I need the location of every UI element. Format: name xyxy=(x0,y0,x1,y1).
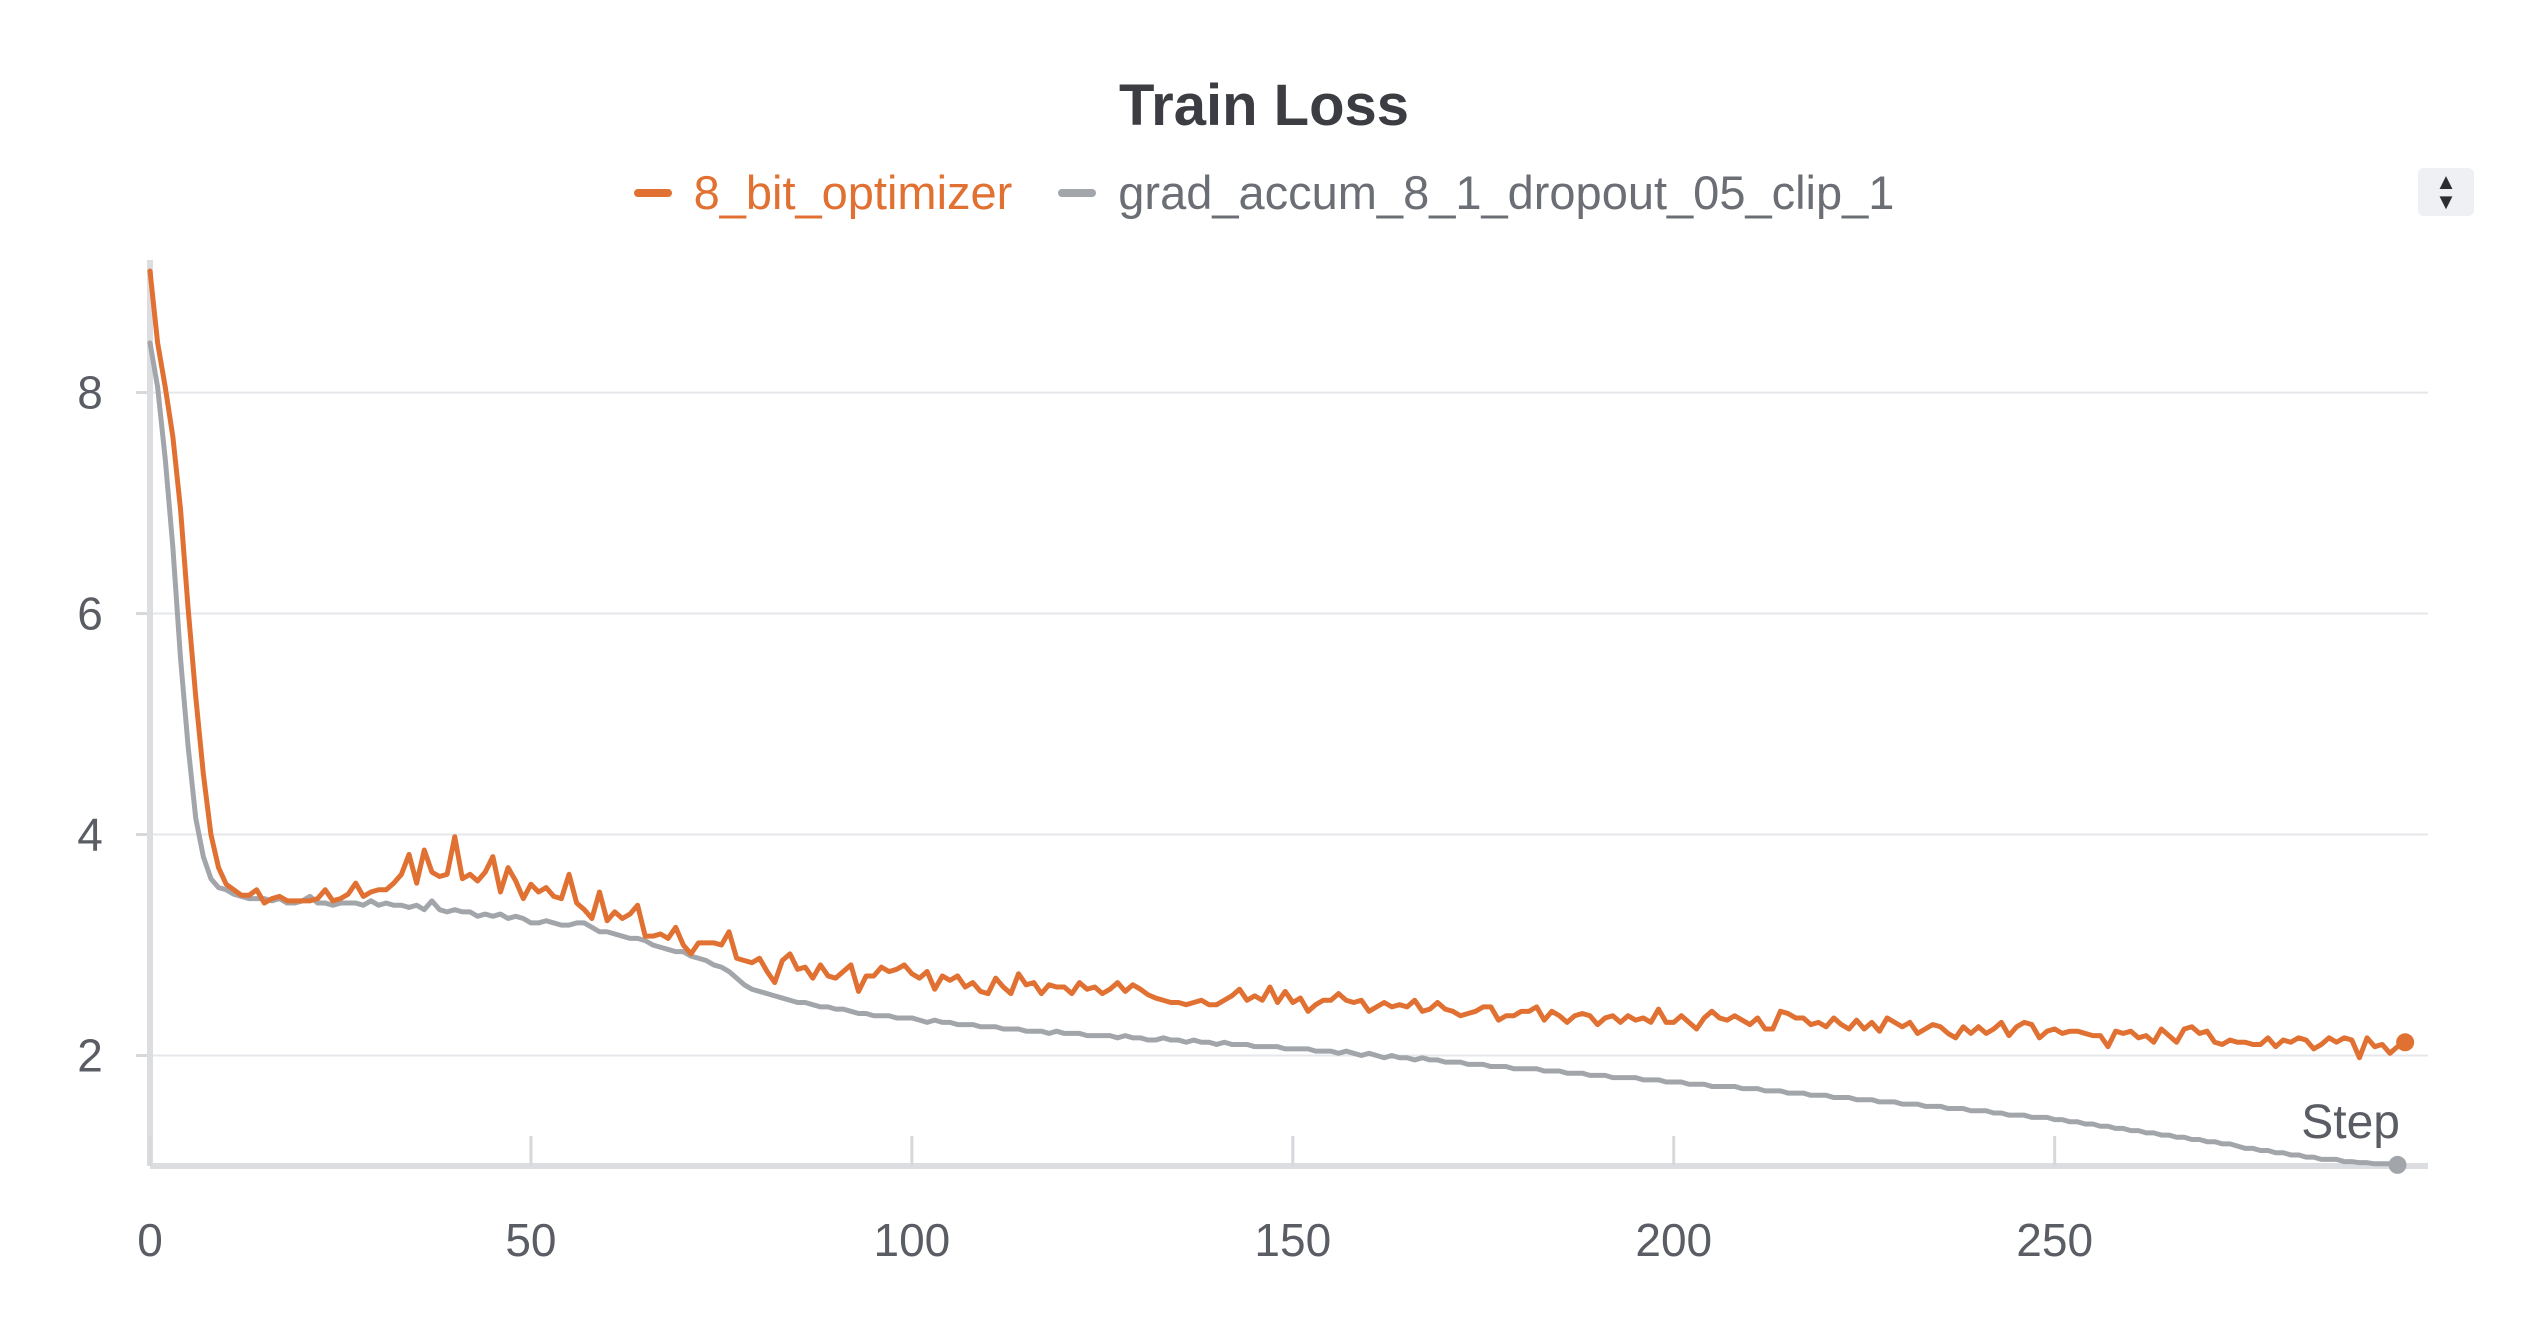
legend-label-8-bit-optimizer: 8_bit_optimizer xyxy=(693,166,1013,219)
x-tick-label-250: 250 xyxy=(2016,1214,2093,1266)
scroll-up-icon[interactable]: ▲ xyxy=(2435,169,2457,194)
series-endpoint-8-bit-optimizer[interactable] xyxy=(2396,1033,2415,1052)
scroll-down-icon[interactable]: ▼ xyxy=(2435,189,2457,214)
x-tick-label-200: 200 xyxy=(1635,1214,1712,1266)
legend-item-8-bit-optimizer[interactable]: 8_bit_optimizer xyxy=(633,165,1013,220)
legend-scroll-control[interactable]: ▲ ▼ xyxy=(2418,168,2474,216)
chart-title: Train Loss xyxy=(1118,73,1410,138)
y-tick-label-6: 6 xyxy=(77,588,103,640)
y-tick-label-4: 4 xyxy=(77,809,103,861)
series-endpoint-grad-accum[interactable] xyxy=(2388,1155,2407,1174)
x-tick-label-100: 100 xyxy=(873,1214,950,1266)
legend: 8_bit_optimizer grad_accum_8_1_dropout_0… xyxy=(0,165,2528,220)
series-line-grad-accum[interactable] xyxy=(147,340,2401,1168)
x-tick-label-0: 0 xyxy=(137,1214,163,1266)
x-tick-label-150: 150 xyxy=(1254,1214,1331,1266)
y-tick-label-2: 2 xyxy=(77,1030,103,1082)
y-tick-label-8: 8 xyxy=(77,367,103,419)
series-line-8-bit-optimizer[interactable] xyxy=(147,268,2408,1061)
legend-item-grad-accum[interactable]: grad_accum_8_1_dropout_05_clip_1 xyxy=(1058,165,1894,220)
legend-swatch-8-bit-optimizer xyxy=(633,188,672,197)
legend-label-grad-accum: grad_accum_8_1_dropout_05_clip_1 xyxy=(1118,166,1895,219)
x-tick-label-50: 50 xyxy=(505,1214,556,1266)
legend-swatch-grad-accum xyxy=(1058,188,1097,197)
x-axis-label: Step xyxy=(2301,1096,2400,1149)
